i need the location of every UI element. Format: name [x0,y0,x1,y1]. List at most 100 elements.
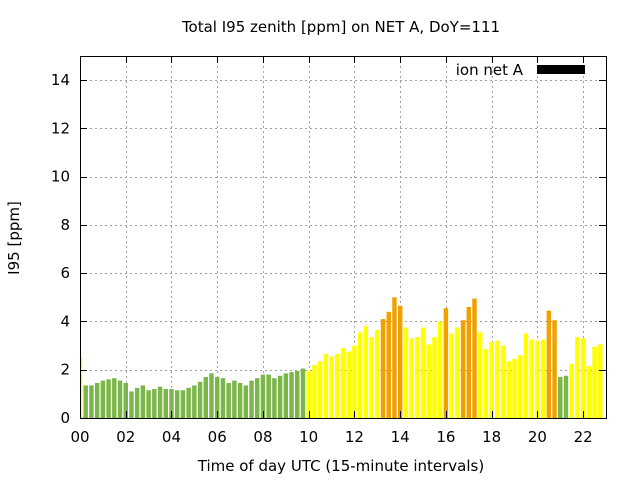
bar [523,333,529,418]
bar [214,376,220,418]
bar [392,297,397,418]
bar [437,321,443,418]
x-tick-label: 06 [208,428,227,446]
bar [249,380,254,418]
y-tick-label: 4 [60,312,70,330]
y-tick-label: 10 [51,168,70,186]
legend-swatch [537,65,585,74]
axis-ticks [80,56,606,419]
bar [369,337,374,418]
x-tick-label: 10 [299,428,318,446]
bar [449,333,454,418]
bar [546,310,552,418]
bar [346,351,351,418]
x-tick-label: 18 [482,428,501,446]
bar [466,306,472,418]
bar [558,376,563,418]
bar [83,385,88,418]
legend: ion net A [456,61,585,79]
bar [266,374,271,418]
bar [157,386,163,418]
x-tick-label: 02 [116,428,135,446]
bar [483,349,489,418]
bar [420,327,426,418]
bar [277,375,283,418]
bar [489,341,494,418]
bar [340,348,346,418]
bar [163,389,168,418]
plot-frame [80,56,607,419]
y-tick-label: 2 [60,361,70,379]
bar [197,381,203,418]
bar [260,374,266,418]
bar [472,298,477,418]
bar [363,326,369,418]
bar [300,368,306,418]
bar [380,319,386,418]
legend-label: ion net A [456,61,524,79]
bar [312,364,317,418]
bar [180,390,186,418]
bar [203,376,209,418]
bar [306,370,311,418]
y-tick-label: 14 [51,71,70,89]
bar [552,320,557,418]
bar [540,339,546,418]
bar [283,373,289,418]
bar [460,320,466,418]
bar [255,378,260,418]
bar [100,380,106,418]
bar [426,344,431,418]
bar [169,389,174,418]
x-tick-label: 14 [391,428,410,446]
bar [329,356,334,418]
y-tick-label: 8 [60,216,70,234]
bar [317,361,323,418]
bar [535,340,540,418]
bar [477,332,483,418]
bar [569,363,574,418]
y-tick-label: 6 [60,264,70,282]
y-tick-label: 12 [51,119,70,137]
bar [500,345,506,418]
bar [295,370,300,418]
bar-series [80,297,603,418]
bar [586,366,592,418]
bar [174,390,180,418]
bar [226,383,231,418]
bar [289,372,294,418]
bar [323,354,329,418]
bar [506,361,512,418]
y-axis-label: I95 [ppm] [5,201,23,275]
bar [134,387,140,418]
bar [403,327,409,418]
bar [146,390,151,418]
bar [186,387,191,418]
bar [106,379,111,418]
bar [209,373,214,418]
bar [89,385,94,418]
bar [415,337,420,418]
bar [432,337,437,418]
chart-title: Total I95 zenith [ppm] on NET A, DoY=111 [181,18,500,36]
bar [512,358,517,418]
x-tick-label: 20 [528,428,547,446]
bar [575,337,580,418]
bar [123,383,128,418]
bar [443,308,449,418]
bar [192,385,197,418]
bar [80,357,83,418]
bar [152,389,157,418]
x-tick-label: 08 [253,428,272,446]
x-tick-label: 12 [345,428,364,446]
bar [386,311,391,418]
x-tick-label: 16 [436,428,455,446]
x-tick-label: 04 [162,428,181,446]
bar [409,338,414,418]
x-tick-labels: 00 02 04 06 08 10 12 14 16 18 20 22 [70,428,592,446]
bar [563,375,569,418]
x-tick-label: 00 [70,428,89,446]
bar [140,385,146,418]
bar [272,378,277,418]
